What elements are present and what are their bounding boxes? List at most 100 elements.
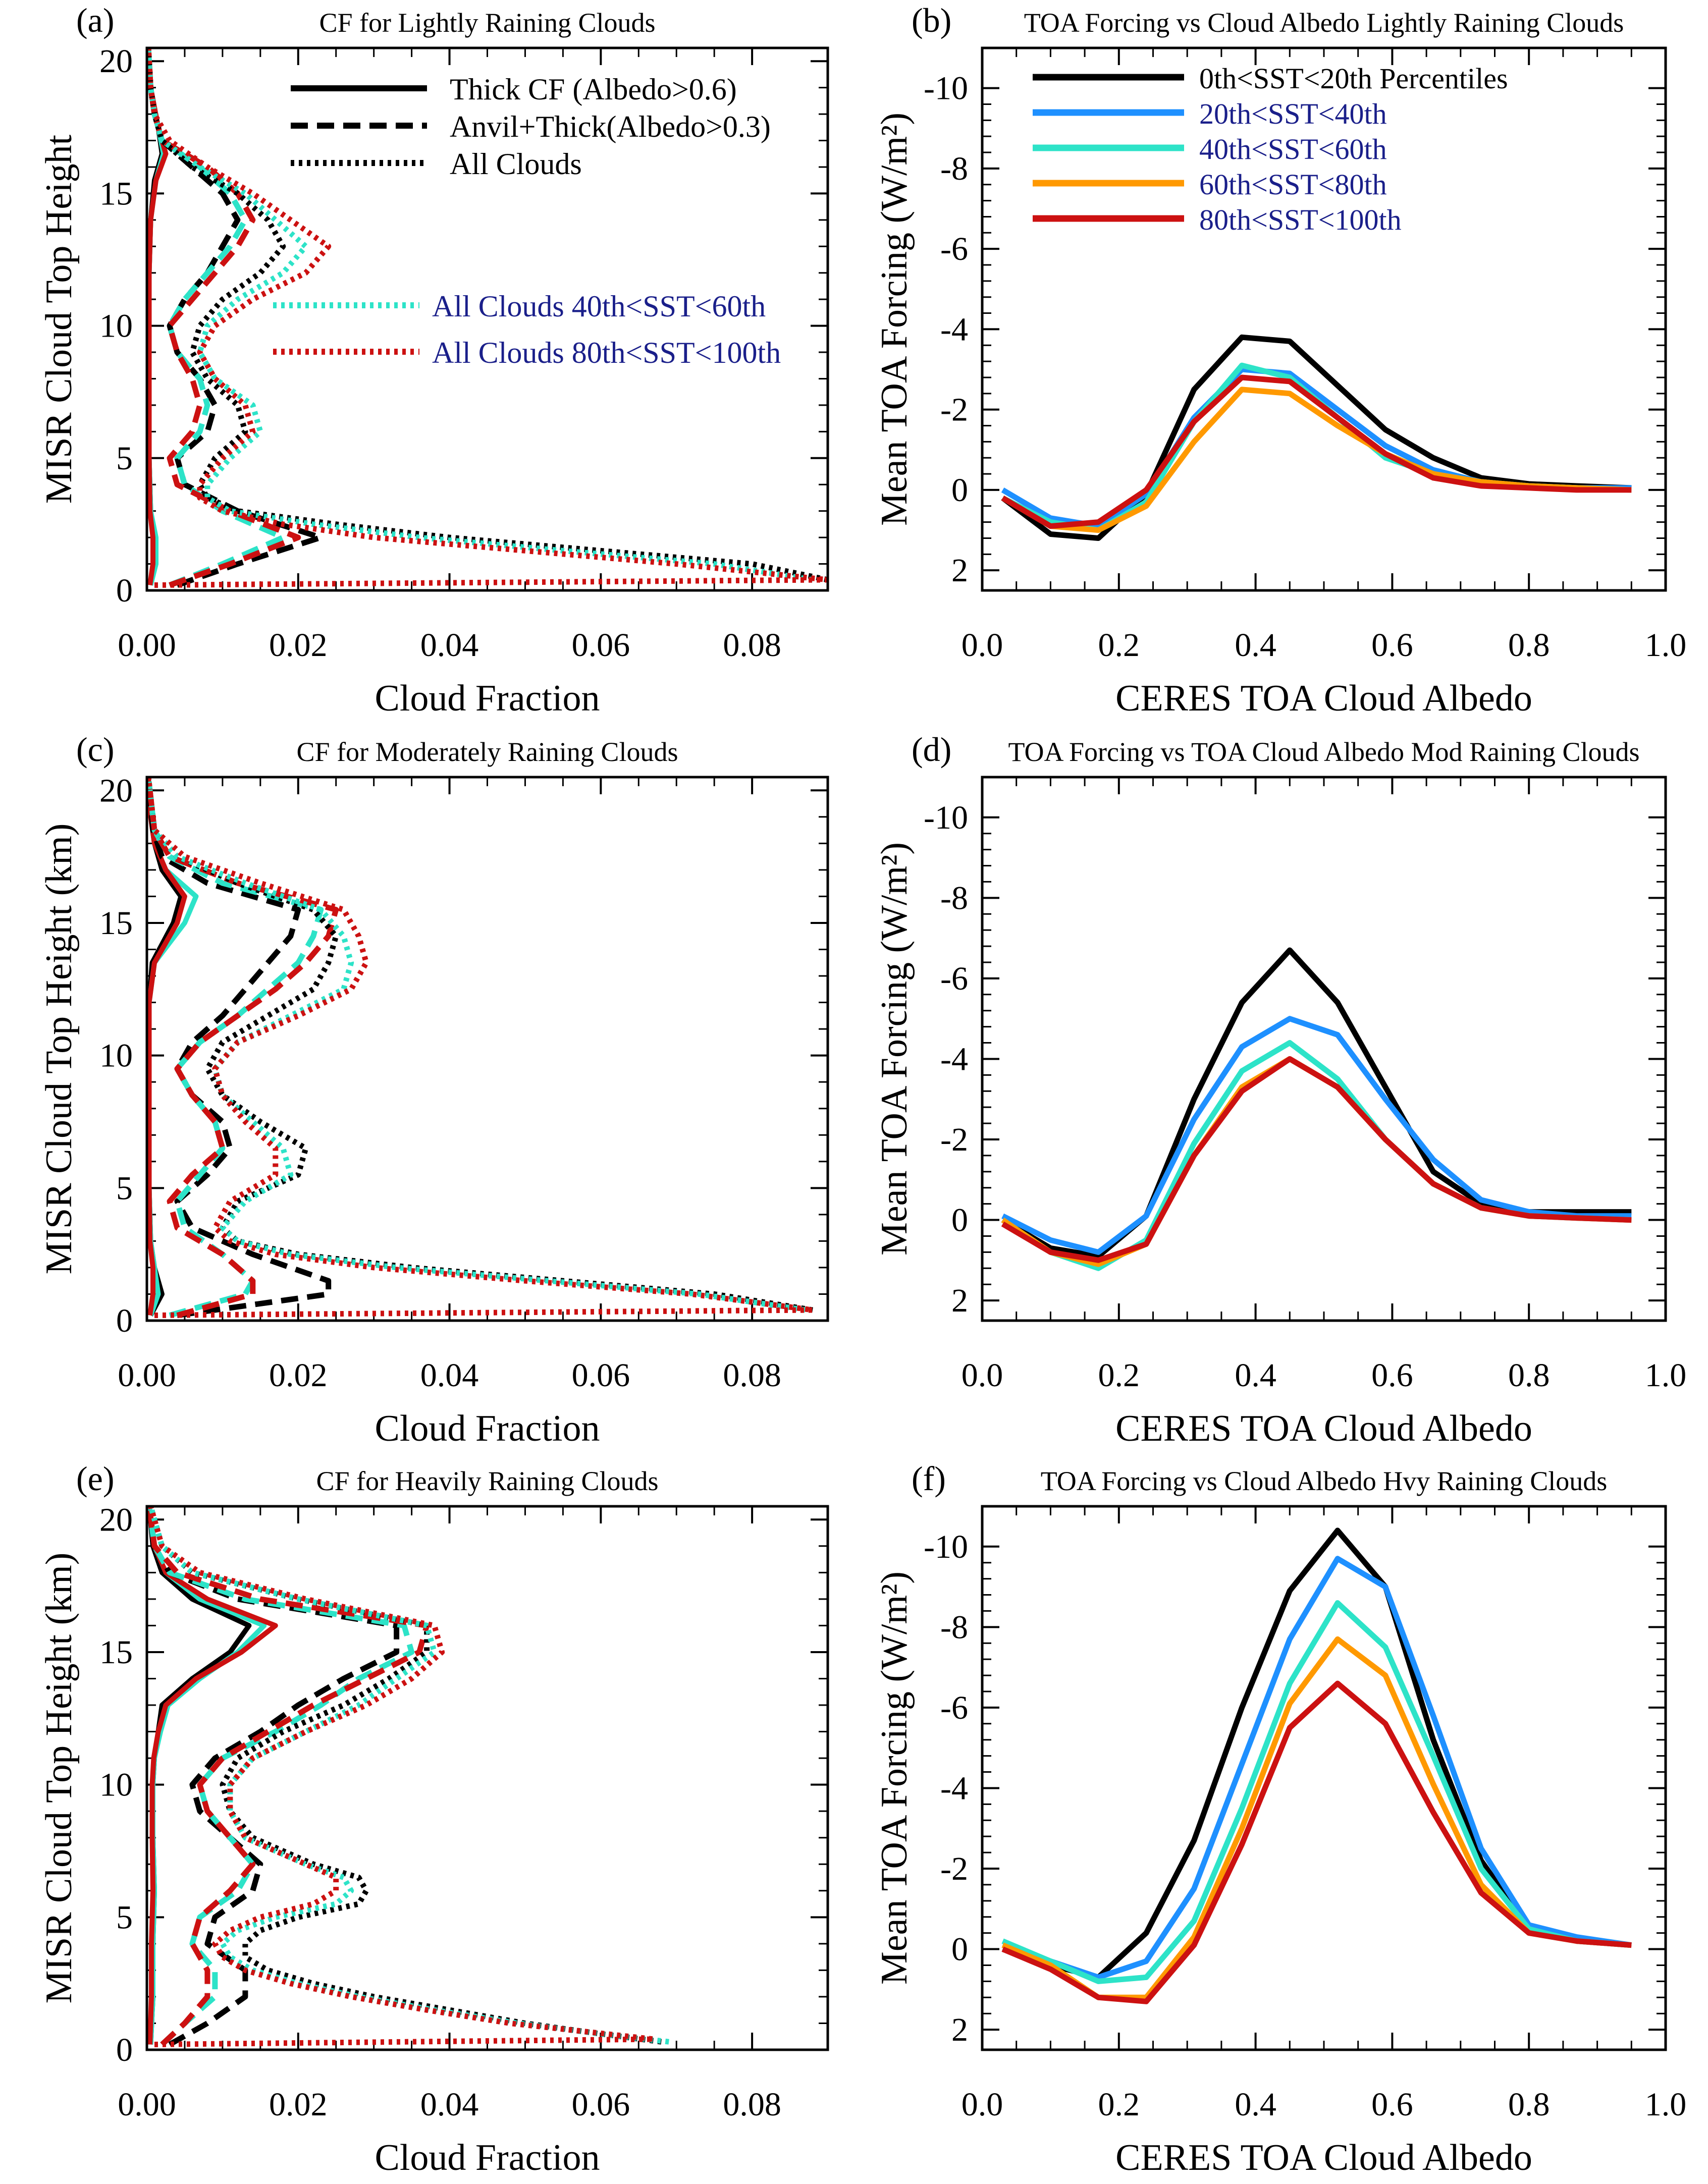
y-axis-label: MISR Cloud Top Height (km) bbox=[38, 824, 80, 1275]
panel-c: (c) CF for Moderately Raining Clouds 0.00 0… bbox=[38, 730, 829, 1449]
y-tick-label: 0 bbox=[116, 572, 133, 609]
series-line-red bbox=[1001, 1680, 1632, 2004]
x-tick-label: 0.02 bbox=[269, 627, 328, 664]
profile-line-red-dotted bbox=[147, 777, 816, 1318]
y-tick-label: -2 bbox=[940, 1850, 968, 1887]
x-tick-label: 0.04 bbox=[420, 2086, 479, 2123]
panel-label: (a) bbox=[76, 1, 114, 39]
y-tick-label: -6 bbox=[940, 1689, 968, 1726]
legend-label: All Clouds bbox=[450, 147, 582, 181]
panel-a: (a) CF for Lightly Raining Clouds 0.00 0.02… bbox=[38, 1, 829, 719]
y-axis-label: Mean TOA Forcing (W/m²) bbox=[874, 842, 915, 1255]
x-tick-label: 0.2 bbox=[1098, 627, 1140, 664]
series-line-cyan bbox=[1001, 1600, 1632, 1984]
plot-area bbox=[147, 48, 828, 588]
y-tick-label: 2 bbox=[951, 2011, 968, 2048]
series-line-orange bbox=[1001, 1056, 1632, 1267]
legend-label: All Clouds 40th<SST<60th bbox=[432, 290, 766, 323]
panel-title: CF for Heavily Raining Clouds bbox=[316, 1466, 659, 1496]
panel-title: TOA Forcing vs TOA Cloud Albedo Mod Rain… bbox=[1008, 737, 1639, 767]
series-line-black bbox=[1001, 334, 1632, 541]
x-tick-label: 0.06 bbox=[572, 2086, 630, 2123]
y-tick-label: -10 bbox=[924, 799, 968, 836]
axes-frame bbox=[981, 776, 1667, 1322]
axes-frame bbox=[145, 776, 829, 1322]
panel-title: CF for Lightly Raining Clouds bbox=[319, 8, 655, 38]
x-tick-label: 0.08 bbox=[723, 1357, 781, 1394]
y-tick-label: -6 bbox=[940, 231, 968, 267]
y-tick-label: 5 bbox=[116, 1899, 133, 1936]
plot-area bbox=[1001, 947, 1632, 1271]
y-tick-label: 0 bbox=[951, 1202, 968, 1239]
profile-line-cyan-dashed bbox=[147, 777, 324, 1318]
x-tick-label: 0.0 bbox=[962, 1357, 1003, 1394]
series-line-blue bbox=[1001, 1556, 1632, 1980]
axes-frame bbox=[145, 1505, 829, 2051]
plot-area bbox=[1001, 1527, 1632, 2004]
y-tick-label: 2 bbox=[951, 1282, 968, 1319]
x-tick-label: 0.00 bbox=[118, 2086, 176, 2123]
x-tick-label: 0.08 bbox=[723, 2086, 781, 2123]
x-tick-label: 0.00 bbox=[118, 627, 176, 664]
y-tick-label: 0 bbox=[951, 472, 968, 509]
x-tick-label: 1.0 bbox=[1645, 2086, 1687, 2123]
x-tick-label: 0.00 bbox=[118, 1357, 176, 1394]
panel-label: (e) bbox=[76, 1459, 114, 1498]
y-axis-label: Mean TOA Forcing (W/m²) bbox=[874, 113, 915, 526]
x-tick-label: 0.8 bbox=[1508, 1357, 1550, 1394]
x-tick-label: 0.8 bbox=[1508, 627, 1550, 664]
panel-e: (e) CF for Heavily Raining Clouds 0.00 0.02… bbox=[38, 1459, 829, 2178]
x-axis-label: CERES TOA Cloud Albedo bbox=[1115, 1408, 1532, 1449]
x-tick-label: 0.04 bbox=[420, 627, 479, 664]
x-tick-label: 1.0 bbox=[1645, 1357, 1687, 1394]
profile-line-cyan-dotted bbox=[147, 48, 813, 583]
profile-line-red-dashed bbox=[147, 1506, 430, 2047]
panel-label: (c) bbox=[76, 730, 114, 769]
y-tick-label: 15 bbox=[99, 1634, 133, 1671]
panel-title: TOA Forcing vs Cloud Albedo Lightly Rain… bbox=[1024, 8, 1624, 38]
plot-area bbox=[147, 777, 816, 1318]
x-tick-label: 0.0 bbox=[962, 2086, 1003, 2123]
profile-line-red-dashed bbox=[147, 48, 301, 588]
y-tick-label: -8 bbox=[940, 1609, 968, 1646]
panel-label: (d) bbox=[912, 730, 951, 769]
profile-line-black-dotted bbox=[148, 1506, 662, 2045]
x-axis-label: Cloud Fraction bbox=[375, 2137, 600, 2178]
legend-label: 20th<SST<40th bbox=[1199, 97, 1387, 130]
panel-b: (b) TOA Forcing vs Cloud Albedo Lightly R… bbox=[874, 1, 1686, 719]
y-tick-label: -4 bbox=[940, 1770, 968, 1807]
series-line-blue bbox=[1001, 366, 1632, 529]
x-tick-label: 0.06 bbox=[572, 627, 630, 664]
y-tick-label: -8 bbox=[940, 150, 968, 187]
x-tick-label: 0.06 bbox=[572, 1357, 630, 1394]
y-tick-label: 0 bbox=[116, 2032, 133, 2068]
y-tick-label: 20 bbox=[99, 43, 133, 80]
axes-frame bbox=[981, 46, 1667, 592]
x-tick-label: 0.08 bbox=[723, 627, 781, 664]
y-tick-label: 20 bbox=[99, 1501, 133, 1538]
x-tick-label: 0.6 bbox=[1371, 2086, 1413, 2123]
profile-line-black-dotted bbox=[147, 777, 813, 1313]
y-tick-label: 10 bbox=[99, 308, 133, 345]
y-tick-label: 5 bbox=[116, 440, 133, 477]
x-tick-label: 0.4 bbox=[1235, 2086, 1276, 2123]
y-axis-label: MISR Cloud Top Height (km) bbox=[38, 1553, 80, 2004]
y-tick-label: -2 bbox=[940, 1121, 968, 1158]
y-tick-label: -8 bbox=[940, 880, 968, 916]
legend-label: All Clouds 80th<SST<100th bbox=[432, 336, 781, 369]
plot-area bbox=[1001, 334, 1632, 541]
x-tick-label: 0.6 bbox=[1371, 1357, 1413, 1394]
y-tick-label: 15 bbox=[99, 175, 133, 212]
y-tick-label: 10 bbox=[99, 1767, 133, 1804]
legend-label: 40th<SST<60th bbox=[1199, 133, 1387, 166]
panel-d: (d) TOA Forcing vs TOA Cloud Albedo Mod R… bbox=[874, 730, 1686, 1449]
profile-line-red-dotted bbox=[147, 48, 828, 588]
series-line-cyan bbox=[1001, 362, 1632, 533]
series-line-orange bbox=[1001, 387, 1632, 533]
series-line-blue bbox=[1001, 1016, 1632, 1255]
x-tick-label: 0.02 bbox=[269, 1357, 328, 1394]
y-tick-label: 20 bbox=[99, 772, 133, 809]
profile-line-red-solid bbox=[147, 1506, 278, 2045]
legend-label: Thick CF (Albedo>0.6) bbox=[450, 73, 737, 106]
